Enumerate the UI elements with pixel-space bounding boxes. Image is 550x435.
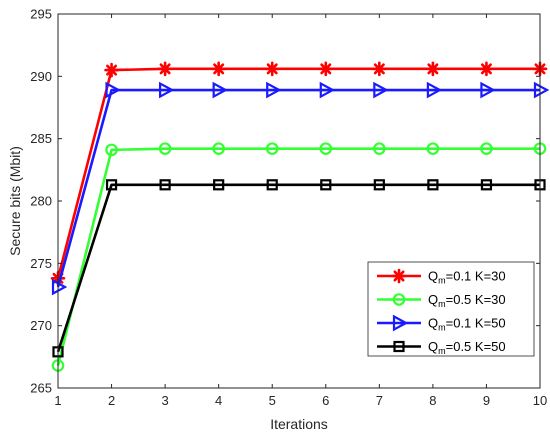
x-tick-label: 10 [533,393,547,408]
data-point [159,179,171,191]
data-point [479,61,494,77]
data-point [372,61,387,77]
x-tick-label: 2 [108,393,115,408]
data-point [264,61,280,77]
series-line [56,67,540,279]
data-point [373,179,385,191]
data-point [212,142,225,155]
x-axis-label: Iterations [270,416,328,432]
data-point [427,179,439,191]
series-1 [50,61,548,286]
data-point [213,179,225,191]
y-tick-label: 275 [30,256,52,271]
x-tick-label: 5 [269,393,276,408]
data-point [373,81,389,99]
y-tick-label: 295 [30,7,52,22]
data-point [212,81,228,99]
legend-item: Qm=0.1 K=30 [377,269,506,286]
data-point [157,61,173,77]
x-axis: 1 2 3 4 5 6 7 8 9 10 [54,14,547,408]
data-point [480,81,496,99]
legend-label: Qm=0.5 K=30 [428,292,506,309]
series-line [56,88,540,288]
series-line [56,183,540,353]
x-tick-label: 9 [483,393,490,408]
legend-marker [393,340,405,353]
data-point [105,179,118,191]
x-tick-label: 7 [376,393,383,408]
data-point [159,81,175,99]
y-axis: 265 270 275 280 285 290 295 [30,7,540,396]
data-point [320,179,332,191]
legend-item: Qm=0.1 K=50 [377,314,506,333]
data-point [266,81,282,99]
data-point [265,142,279,155]
series-2 [51,142,547,372]
data-point [158,142,172,155]
x-tick-label: 3 [161,393,168,408]
data-point [104,62,119,78]
y-tick-label: 265 [30,381,52,396]
legend: Qm=0.1 K=30 Qm=0.5 K=30 Qm=0.1 K=50 Qm=0.5 … [367,261,535,357]
data-point [318,61,334,77]
x-tick-label: 4 [215,393,222,408]
x-tick-label: 6 [322,393,329,408]
data-point [105,143,118,157]
legend-marker [392,293,406,306]
legend-label: Qm=0.1 K=30 [428,269,506,286]
data-point [426,81,443,99]
data-point [319,142,333,155]
data-point [105,81,121,99]
legend-item: Qm=0.5 K=50 [377,339,506,356]
data-point [266,179,278,191]
y-tick-label: 290 [30,69,52,84]
y-tick-label: 285 [30,131,52,146]
data-point [51,278,68,296]
data-point [425,61,441,77]
y-axis-label: Secure bits (Mbit) [7,146,23,256]
legend-label: Qm=0.5 K=50 [428,339,506,356]
data-point [211,61,226,77]
data-point [426,142,440,155]
y-tick-label: 270 [30,318,52,333]
data-point [373,142,386,155]
series-3 [51,81,550,296]
data-point [533,81,550,99]
data-point [480,142,493,155]
x-tick-label: 8 [429,393,436,408]
legend-marker [391,268,407,284]
y-tick-label: 280 [30,194,52,209]
legend-item: Qm=0.5 K=30 [377,292,506,309]
series-line [56,147,540,366]
legend-label: Qm=0.1 K=50 [428,316,506,333]
data-point [480,179,493,191]
x-tick-label: 1 [54,393,61,408]
legend-marker [392,314,409,332]
data-point [319,81,336,99]
